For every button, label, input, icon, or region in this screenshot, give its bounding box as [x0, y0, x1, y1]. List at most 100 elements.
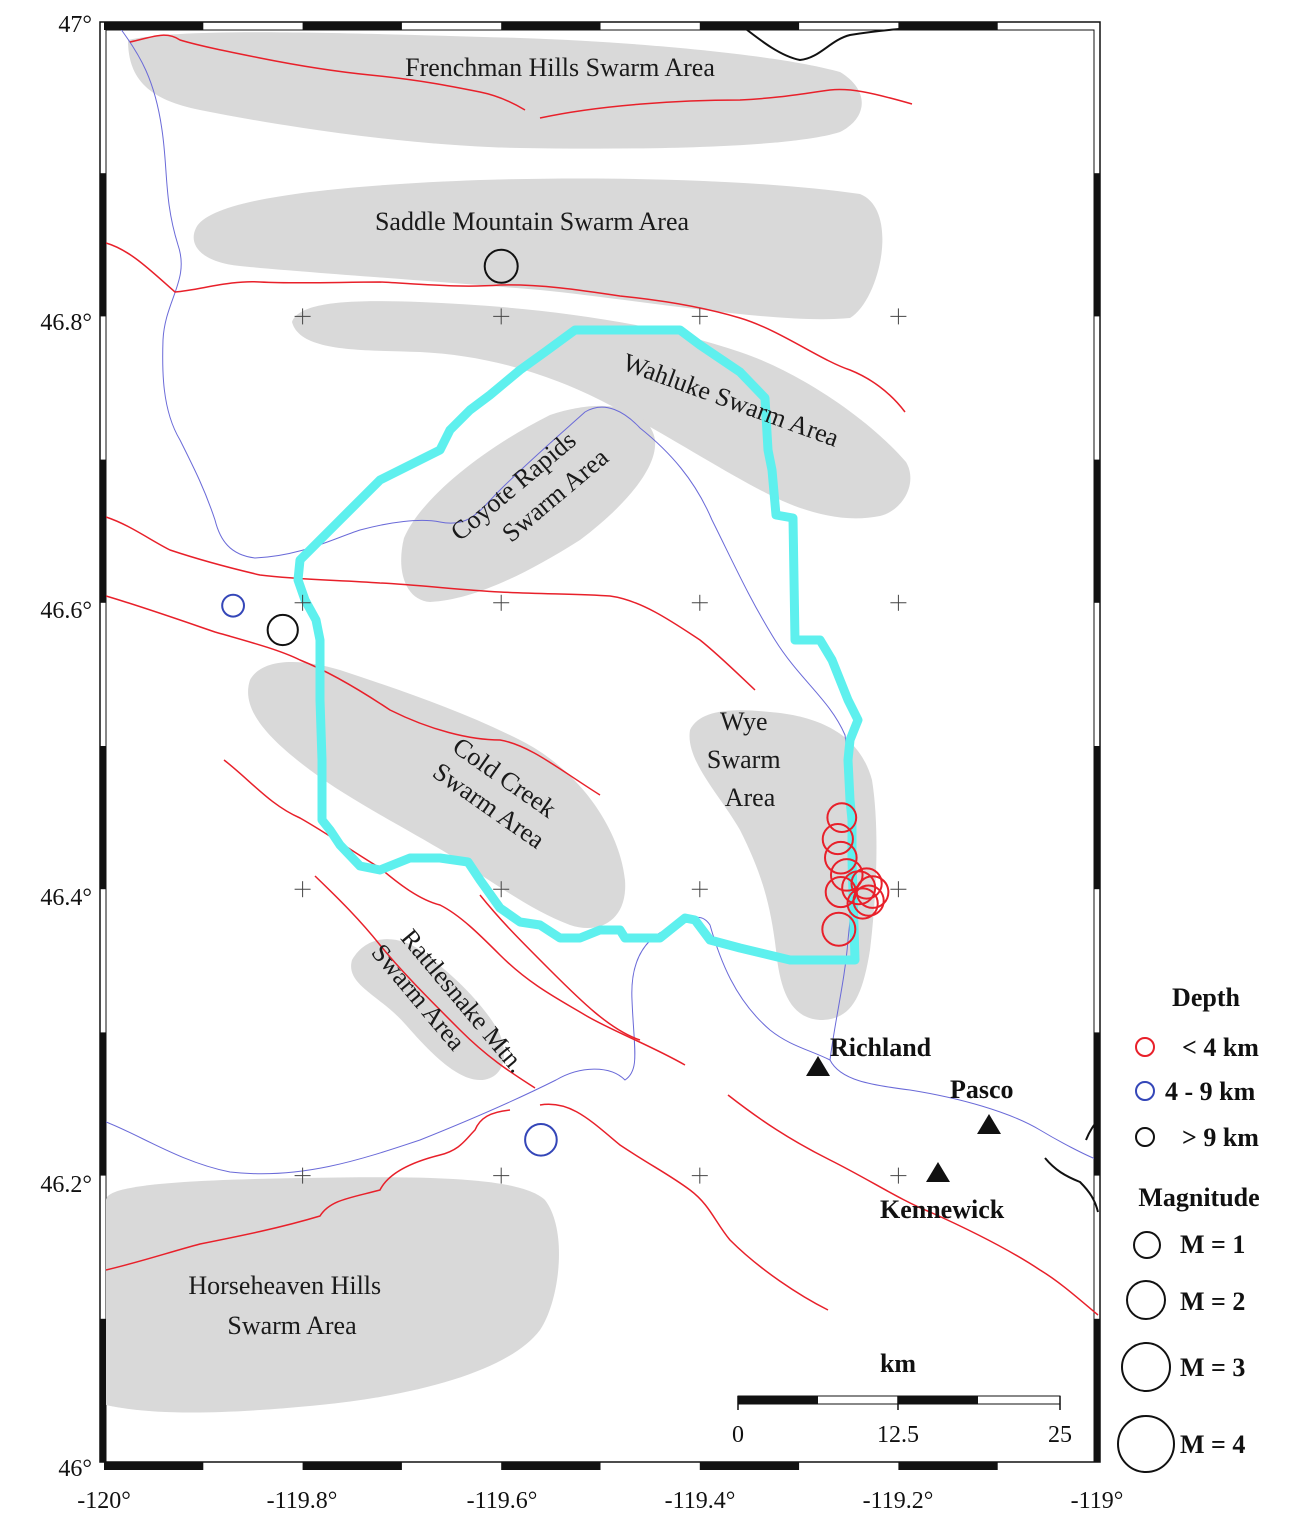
frame-bar-left: [100, 173, 106, 317]
lon-label-119-4: -119.4°: [665, 1488, 736, 1514]
faults: [105, 34, 1099, 1316]
swarm-shape-coyote: [401, 405, 656, 602]
earthquake-marker: [850, 867, 883, 900]
city-marker-pasco: [977, 1114, 1001, 1134]
earthquake-marker: [846, 887, 879, 920]
frame-bar-bottom: [898, 1462, 998, 1470]
scale-tick-25: 25: [1048, 1422, 1072, 1448]
label-frenchman: Frenchman Hills Swarm Area: [405, 53, 715, 82]
lon-label-119-8: -119.8°: [267, 1488, 338, 1514]
latitude-labels: 47° 46.8° 46.6° 46.4° 46.2° 46°: [40, 12, 92, 1482]
legend-mag-1-marker: [1133, 1231, 1161, 1259]
frame-bar-bottom: [501, 1462, 601, 1470]
lat-label-46-2: 46.2°: [40, 1172, 92, 1198]
legend-depth-title: Depth: [1172, 983, 1240, 1012]
legend: Depth < 4 km 4 - 9 km > 9 km Magnitude M…: [1117, 983, 1260, 1473]
frame-scale-bars: [100, 22, 1100, 1470]
legend-magnitude-title: Magnitude: [1138, 1183, 1259, 1212]
frame-bar-bottom: [302, 1462, 402, 1470]
legend-depth-deep-label: > 9 km: [1182, 1123, 1259, 1152]
fault-saddle: [105, 242, 906, 413]
cities: Richland Pasco Kennewick: [806, 1033, 1014, 1224]
columbia-river-upper: [119, 27, 1099, 1161]
frame-bar-right: [1094, 173, 1100, 317]
scale-bar: km 0 12.5 25: [732, 1349, 1072, 1448]
lon-label-120: -120°: [77, 1488, 131, 1514]
lat-label-47: 47°: [58, 12, 92, 38]
legend-depth-mid-marker: [1135, 1081, 1155, 1101]
frame-bar-top: [699, 22, 800, 30]
scale-seg-1: [738, 1396, 818, 1404]
fault-umtanum-2: [105, 595, 601, 796]
earthquake-marker: [524, 1123, 558, 1157]
lat-label-46: 46°: [58, 1456, 92, 1482]
legend-depth-mid-label: 4 - 9 km: [1165, 1077, 1256, 1106]
city-label-pasco: Pasco: [950, 1075, 1014, 1104]
earthquake-marker: [221, 593, 245, 618]
swarm-shape-wahluke: [292, 301, 911, 519]
label-horseheaven: Horseheaven Hills Swarm Area: [188, 1271, 387, 1340]
swarm-shape-horseheaven: [106, 1177, 559, 1413]
label-wye: Wye Swarm Area: [707, 707, 787, 812]
lat-label-46-6: 46.6°: [40, 598, 92, 624]
lat-label-46-8: 46.8°: [40, 310, 92, 336]
lon-label-119-6: -119.6°: [467, 1488, 538, 1514]
legend-mag-3-marker: [1121, 1342, 1171, 1392]
fault-horseheaven: [105, 1109, 511, 1271]
earthquake-marker: [483, 248, 519, 284]
fault-southern: [479, 894, 641, 1041]
swarm-shape-rattlesnake: [351, 939, 505, 1080]
earthquake-marker: [266, 613, 299, 647]
city-marker-kennewick: [926, 1162, 950, 1182]
swarm-areas: [106, 32, 911, 1413]
earthquake-marker: [824, 840, 858, 875]
legend-mag-4-marker: [1117, 1415, 1175, 1473]
legend-mag-2-marker: [1126, 1280, 1166, 1320]
legend-mag-2-label: M = 2: [1180, 1287, 1245, 1316]
frame-bar-top: [898, 22, 998, 30]
river-bank-east: [1044, 1157, 1099, 1213]
frame-bar-right: [1094, 1032, 1100, 1176]
earthquake-marker: [829, 858, 864, 892]
city-label-richland: Richland: [830, 1033, 932, 1062]
fault-kennewick: [727, 1094, 1099, 1316]
legend-depth-deep-marker: [1135, 1127, 1155, 1147]
longitude-labels: -120° -119.8° -119.6° -119.4° -119.2° -1…: [77, 1488, 1123, 1514]
fault-frenchman-1: [129, 34, 526, 111]
frame-bar-right: [1094, 459, 1100, 603]
scale-tick-12-5: 12.5: [877, 1422, 919, 1448]
frame-bar-top: [501, 22, 601, 30]
legend-mag-3-label: M = 3: [1180, 1353, 1245, 1382]
earthquake-marker: [821, 822, 854, 856]
legend-depth-shallow-label: < 4 km: [1182, 1033, 1259, 1062]
scale-tick-0: 0: [732, 1422, 744, 1448]
city-label-kennewick: Kennewick: [880, 1195, 1005, 1224]
legend-depth-shallow-marker: [1135, 1037, 1155, 1057]
lat-label-46-4: 46.4°: [40, 885, 92, 911]
earthquake-marker: [826, 802, 858, 833]
frame-bar-right: [1094, 746, 1100, 890]
frame-bar-left: [100, 459, 106, 603]
grid-crosses: [294, 308, 907, 1184]
swarm-shape-frenchman: [128, 32, 862, 149]
frame-bar-left: [100, 1318, 106, 1462]
frame-bar-top: [302, 22, 402, 30]
swarm-shape-coldcreek: [248, 661, 626, 928]
frame-bar-right: [1094, 1318, 1100, 1462]
frame-bar-bottom: [104, 1462, 204, 1470]
earthquake-markers: [221, 248, 890, 1157]
legend-mag-4-label: M = 4: [1180, 1430, 1245, 1459]
yakima-river: [105, 916, 831, 1175]
fault-frenchman-2: [539, 88, 913, 119]
scale-seg-3: [898, 1396, 978, 1404]
lon-label-119-2: -119.2°: [863, 1488, 934, 1514]
frame-bar-left: [100, 1032, 106, 1176]
hanford-boundary: [293, 325, 863, 965]
fault-umtanum-1: [105, 516, 756, 691]
rivers: [105, 27, 1099, 1175]
earthquake-marker: [821, 911, 857, 947]
frame-bar-left: [100, 746, 106, 890]
label-saddle: Saddle Mountain Swarm Area: [375, 207, 690, 236]
fault-rattlesnake: [314, 875, 536, 1089]
